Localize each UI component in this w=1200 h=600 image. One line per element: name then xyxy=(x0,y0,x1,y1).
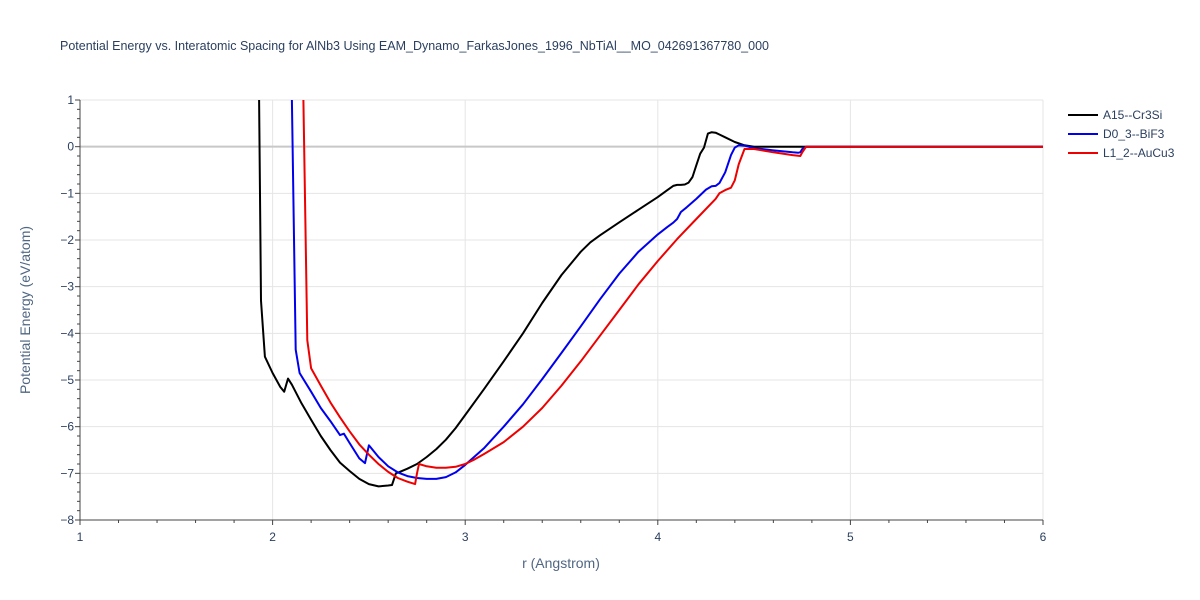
series-line-0 xyxy=(258,100,1043,488)
legend[interactable]: A15--Cr3Si D0_3--BiF3 L1_2--AuCu3 xyxy=(1068,108,1175,160)
y-tick-label: −7 xyxy=(60,466,74,480)
y-axis-title: Potential Energy (eV/atom) xyxy=(17,226,33,394)
x-tick-label: 4 xyxy=(654,530,661,544)
series-line-1 xyxy=(290,100,1043,480)
legend-item[interactable]: A15--Cr3Si xyxy=(1068,108,1162,122)
x-tick-label: 3 xyxy=(462,530,469,544)
y-tick-label: −5 xyxy=(60,373,74,387)
y-tick-label: 0 xyxy=(67,140,74,154)
y-tick-label: −2 xyxy=(60,233,74,247)
legend-item[interactable]: D0_3--BiF3 xyxy=(1068,127,1165,141)
series-line-2 xyxy=(302,100,1043,486)
grid-lines xyxy=(80,99,1044,521)
y-tick-label: −4 xyxy=(60,326,74,340)
chart-title: Potential Energy vs. Interatomic Spacing… xyxy=(60,39,769,53)
y-tick-label: −1 xyxy=(60,186,74,200)
y-tick-label: −3 xyxy=(60,280,74,294)
y-tick-label: 1 xyxy=(67,93,74,107)
legend-label: L1_2--AuCu3 xyxy=(1103,146,1175,160)
x-tick-label: 5 xyxy=(847,530,854,544)
y-tick-label: −8 xyxy=(60,513,74,527)
legend-label: A15--Cr3Si xyxy=(1103,108,1162,122)
legend-label: D0_3--BiF3 xyxy=(1103,127,1165,141)
series-lines xyxy=(258,100,1043,488)
x-tick-label: 2 xyxy=(269,530,276,544)
legend-item[interactable]: L1_2--AuCu3 xyxy=(1068,146,1175,160)
x-axis-title: r (Angstrom) xyxy=(522,555,600,571)
axes xyxy=(75,99,1044,525)
y-tick-label: −6 xyxy=(60,420,74,434)
x-tick-label: 6 xyxy=(1040,530,1047,544)
x-tick-label: 1 xyxy=(77,530,84,544)
tick-labels: 1 2 3 4 5 6 1 0 −1 −2 −3 −4 −5 −6 −7 −8 xyxy=(60,93,1046,544)
